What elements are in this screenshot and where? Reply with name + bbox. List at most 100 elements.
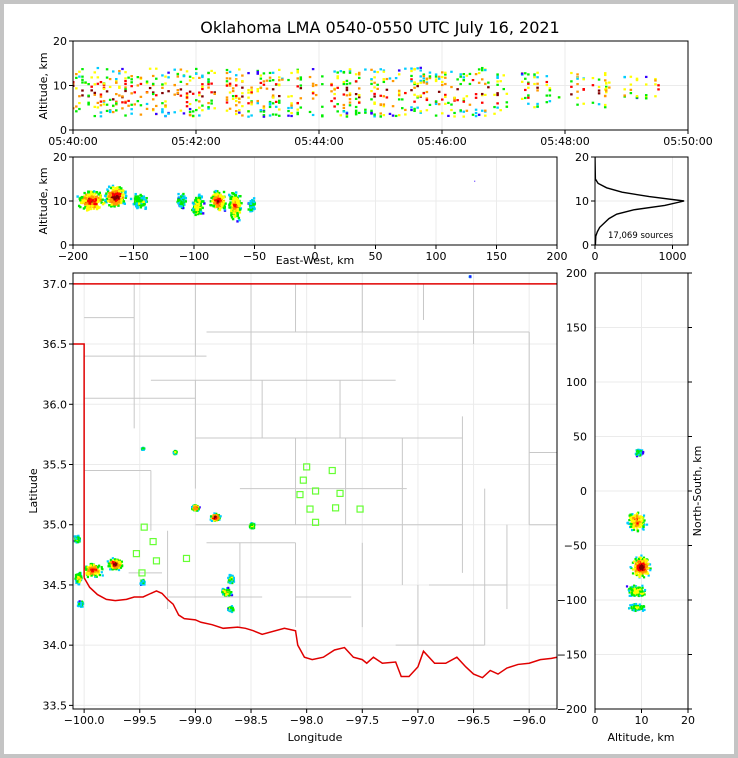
source-mark xyxy=(210,69,213,73)
source-mark xyxy=(250,527,254,530)
source-mark xyxy=(234,196,238,200)
source-mark xyxy=(480,101,484,104)
source-mark xyxy=(155,94,158,97)
source-mark xyxy=(173,68,176,71)
source-mark xyxy=(123,202,127,205)
source-mark xyxy=(410,69,413,73)
source-mark xyxy=(520,72,524,75)
source-mark xyxy=(210,91,213,94)
source-mark xyxy=(177,202,180,205)
source-mark xyxy=(274,113,278,116)
source-mark xyxy=(636,530,639,533)
source-mark xyxy=(212,199,216,202)
source-mark xyxy=(641,524,644,527)
source-mark xyxy=(434,102,438,106)
source-mark xyxy=(75,535,78,538)
source-mark xyxy=(635,572,639,575)
source-mark xyxy=(141,580,144,583)
source-mark xyxy=(110,195,114,199)
source-mark xyxy=(79,205,82,209)
source-mark xyxy=(228,194,232,198)
source-mark xyxy=(626,521,629,524)
source-mark xyxy=(215,518,218,521)
source-mark xyxy=(646,572,650,575)
source-mark xyxy=(637,515,640,518)
source-mark xyxy=(194,196,198,200)
source-mark xyxy=(228,580,231,583)
source-mark xyxy=(201,75,204,79)
source-mark xyxy=(74,573,78,577)
source-mark xyxy=(214,189,217,193)
source-mark xyxy=(348,93,352,97)
source-mark xyxy=(259,86,263,90)
source-mark xyxy=(256,72,259,75)
source-mark xyxy=(314,93,318,97)
time-altitude-panel xyxy=(72,40,689,131)
source-mark xyxy=(641,516,644,519)
source-mark xyxy=(81,197,85,200)
source-mark xyxy=(576,96,579,100)
source-mark xyxy=(191,505,194,509)
source-mark xyxy=(416,85,419,88)
time-altitude-tick-label-x: 05:42:00 xyxy=(171,135,220,148)
source-mark xyxy=(419,75,422,78)
time-altitude-tick-label-x: 05:50:00 xyxy=(663,135,712,148)
source-mark xyxy=(536,82,539,85)
source-mark xyxy=(370,68,373,71)
source-mark xyxy=(93,71,97,74)
source-mark xyxy=(333,105,336,108)
source-mark xyxy=(138,203,142,207)
source-mark xyxy=(161,86,164,89)
source-mark xyxy=(118,94,121,97)
source-mark xyxy=(139,193,142,197)
source-mark xyxy=(215,197,218,200)
source-mark xyxy=(179,88,183,91)
source-mark xyxy=(394,76,398,80)
source-mark xyxy=(93,93,97,96)
source-mark xyxy=(197,199,200,202)
source-mark xyxy=(397,89,401,92)
source-mark xyxy=(480,66,484,70)
source-mark xyxy=(635,95,639,98)
source-mark xyxy=(142,447,145,450)
east-west-tick-label-y: 20 xyxy=(53,151,67,164)
source-mark xyxy=(370,82,373,85)
source-mark xyxy=(635,96,639,99)
source-mark xyxy=(441,71,444,74)
source-mark xyxy=(230,580,233,583)
source-mark xyxy=(635,591,638,594)
source-mark xyxy=(140,204,144,207)
station-marker xyxy=(303,463,311,471)
east-west-tick-label-x: 150 xyxy=(486,250,507,263)
source-mark xyxy=(87,94,90,97)
source-mark xyxy=(127,76,130,79)
source-mark xyxy=(357,111,361,115)
source-mark xyxy=(198,114,201,117)
source-mark xyxy=(155,77,158,80)
source-mark xyxy=(397,94,401,97)
source-mark xyxy=(167,76,170,79)
source-mark xyxy=(647,566,650,570)
source-mark xyxy=(210,203,213,207)
source-mark xyxy=(404,108,407,112)
source-mark xyxy=(643,593,646,596)
source-mark xyxy=(527,86,530,89)
source-mark xyxy=(499,109,502,112)
source-mark xyxy=(96,101,100,105)
source-mark xyxy=(631,585,634,588)
source-mark xyxy=(139,113,143,116)
source-mark xyxy=(234,78,238,81)
time-altitude-tick-label-y: 10 xyxy=(53,80,67,93)
source-mark xyxy=(130,75,133,78)
source-mark xyxy=(89,570,93,573)
source-mark xyxy=(639,594,642,597)
source-mark xyxy=(108,562,111,565)
source-mark xyxy=(256,70,259,73)
source-mark xyxy=(118,85,121,88)
source-mark xyxy=(76,573,79,576)
source-mark xyxy=(203,202,206,205)
source-mark xyxy=(196,202,199,206)
source-mark xyxy=(230,214,233,217)
source-mark xyxy=(321,75,324,78)
source-mark xyxy=(88,194,91,197)
